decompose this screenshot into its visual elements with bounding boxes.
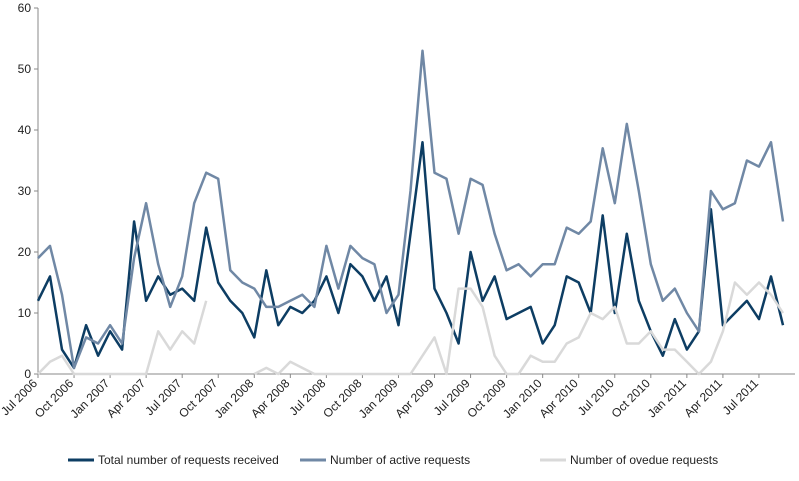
x-tick-label: Apr 2007 xyxy=(104,376,149,421)
series-line xyxy=(37,281,785,376)
y-tick-label: 30 xyxy=(18,184,32,198)
x-tick-label: Apr 2010 xyxy=(536,376,581,421)
y-tick-label: 20 xyxy=(18,245,32,259)
series-line xyxy=(37,49,785,370)
series-line xyxy=(36,140,785,370)
y-tick-label: 60 xyxy=(18,1,32,15)
x-tick-label: Jan 2010 xyxy=(500,376,545,421)
y-tick-label: 10 xyxy=(18,306,32,320)
x-tick-label: Jul 2011 xyxy=(720,376,762,418)
x-tick-label: Jan 2008 xyxy=(212,376,257,421)
x-tick-label: Apr 2011 xyxy=(681,376,725,420)
y-tick-label: 50 xyxy=(18,62,32,76)
x-tick-label: Oct 2010 xyxy=(609,376,654,421)
y-tick-label: 0 xyxy=(24,367,31,381)
x-tick-label: Apr 2008 xyxy=(248,376,293,421)
legend-label: Total number of requests received xyxy=(98,453,279,467)
x-tick-label: Jan 2007 xyxy=(67,376,112,421)
legend-label: Number of ovedue requests xyxy=(570,453,718,467)
x-tick-label: Apr 2009 xyxy=(392,376,437,421)
x-tick-label: Jan 2011 xyxy=(645,376,689,420)
x-tick-label: Jan 2009 xyxy=(356,376,401,421)
legend-label: Number of active requests xyxy=(330,453,470,467)
y-tick-label: 40 xyxy=(18,123,32,137)
